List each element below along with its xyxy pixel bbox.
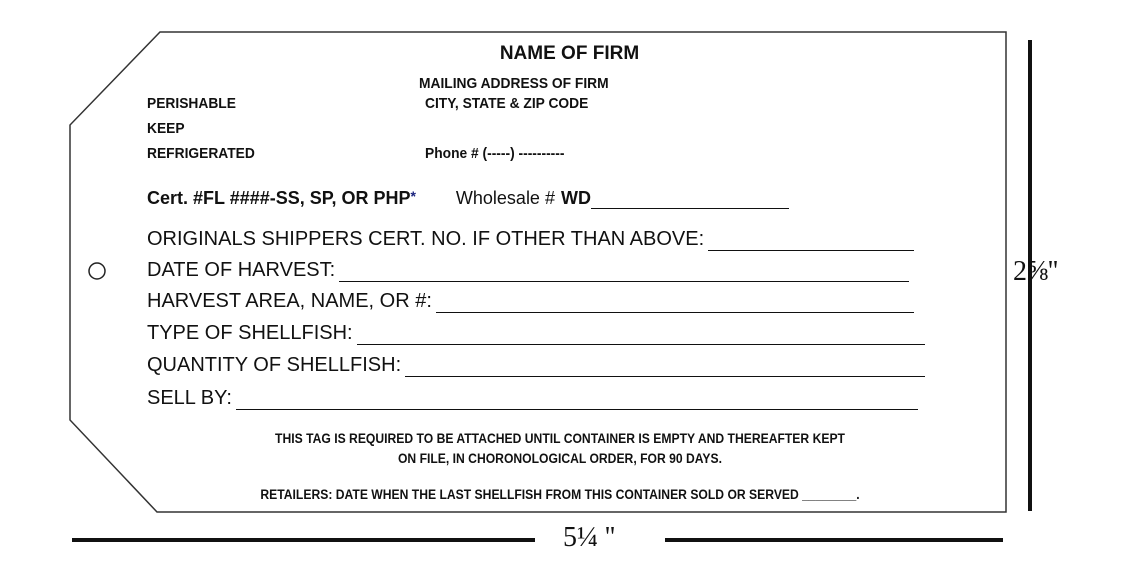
field-input[interactable] — [708, 232, 915, 251]
height-dimension-line — [1028, 40, 1032, 511]
firm-name: NAME OF FIRM — [499, 43, 640, 64]
field-type-of-shellfish: TYPE OF SHELLFISH: — [147, 322, 925, 345]
wholesale-field[interactable] — [590, 190, 789, 209]
perishable-label: PERISHABLE — [147, 95, 236, 112]
width-dimension-line-left — [72, 538, 535, 542]
field-input[interactable] — [235, 391, 918, 410]
retailers-line: RETAILERS: DATE WHEN THE LAST SHELLFISH … — [260, 487, 860, 502]
cert-value: FL ####-SS, SP, OR PHP — [203, 188, 411, 208]
field-label: TYPE OF SHELLFISH: — [147, 322, 353, 344]
field-date-of-harvest: DATE OF HARVEST: — [147, 259, 910, 282]
field-input[interactable] — [435, 294, 914, 313]
field-sell-by: SELL BY: — [147, 387, 918, 410]
tag-hole-icon — [88, 262, 106, 280]
field-originals-shippers: ORIGINALS SHIPPERS CERT. NO. IF OTHER TH… — [147, 228, 915, 251]
wholesale-label: Wholesale # — [455, 188, 555, 208]
field-label: ORIGINALS SHIPPERS CERT. NO. IF OTHER TH… — [147, 228, 705, 250]
width-dimension-line-right — [665, 538, 1003, 542]
field-input[interactable] — [339, 263, 910, 282]
field-label: SELL BY: — [147, 387, 232, 409]
notice-line-2: ON FILE, IN CHORONOLOGICAL ORDER, FOR 90… — [397, 451, 723, 466]
width-dimension-label: 5¼ '' — [563, 522, 616, 553]
firm-phone: Phone # (-----) ---------- — [425, 145, 565, 162]
field-label: DATE OF HARVEST: — [147, 259, 336, 281]
field-input[interactable] — [405, 358, 926, 377]
field-input[interactable] — [356, 326, 925, 345]
field-quantity-of-shellfish: QUANTITY OF SHELLFISH: — [147, 354, 926, 377]
cert-line: Cert. # FL ####-SS, SP, OR PHP * Wholesa… — [147, 188, 789, 209]
field-label: QUANTITY OF SHELLFISH: — [147, 354, 402, 376]
notice-line-1: THIS TAG IS REQUIRED TO BE ATTACHED UNTI… — [275, 431, 845, 446]
firm-city: CITY, STATE & ZIP CODE — [425, 95, 589, 112]
cert-asterisk: * — [410, 188, 416, 204]
refrigerated-label: REFRIGERATED — [147, 145, 255, 162]
keep-label: KEEP — [147, 120, 185, 137]
height-dimension-label: 2⅝'' — [1013, 256, 1059, 287]
wholesale-value: WD — [560, 188, 591, 208]
field-harvest-area: HARVEST AREA, NAME, OR #: — [147, 290, 914, 313]
firm-address: MAILING ADDRESS OF FIRM — [419, 75, 609, 92]
field-label: HARVEST AREA, NAME, OR #: — [147, 290, 432, 312]
cert-label: Cert. # — [147, 188, 204, 208]
